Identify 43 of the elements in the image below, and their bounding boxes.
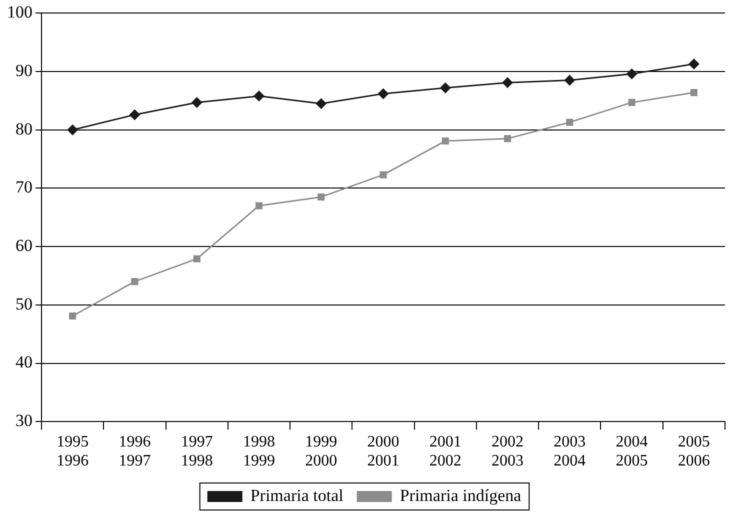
x-tick-label: 2005 2006	[678, 433, 710, 470]
x-tick-label: 2002 2003	[492, 433, 524, 470]
point	[316, 98, 327, 110]
point	[504, 135, 512, 142]
y-tick-label: 80	[16, 119, 32, 138]
y-tick-label: 50	[16, 294, 32, 314]
x-tick-label: 1996 1997	[118, 433, 151, 470]
y-tick-label: 40	[16, 352, 32, 372]
y-tick-label: 30	[16, 411, 32, 430]
point	[69, 312, 76, 320]
legend-label: Primaria total	[250, 486, 344, 505]
point	[628, 98, 636, 106]
point	[191, 96, 202, 108]
point	[253, 90, 264, 102]
x-tick-label: 2000 2001	[367, 433, 400, 470]
x-tick-label: 1998 1999	[242, 433, 275, 470]
point	[378, 88, 389, 100]
legend-label: Primaria indígena	[400, 486, 522, 505]
point	[193, 255, 200, 262]
x-tick-label: 1995 1996	[56, 433, 89, 470]
point	[318, 193, 325, 201]
point	[690, 89, 698, 96]
point	[688, 58, 700, 70]
point	[131, 278, 138, 286]
point	[129, 109, 140, 120]
x-tick-label: 2001 2002	[429, 433, 462, 470]
point	[442, 137, 449, 145]
point	[440, 82, 451, 94]
point	[626, 68, 638, 80]
x-tick-label: 2004 2005	[616, 433, 648, 470]
point	[502, 77, 514, 88]
point	[255, 202, 263, 210]
x-tick-label: 2003 2004	[554, 433, 586, 470]
y-tick-label: 100	[7, 2, 32, 22]
point	[566, 118, 574, 126]
point	[380, 171, 387, 178]
point	[67, 124, 78, 136]
y-tick-label: 70	[16, 178, 32, 197]
y-tick-label: 60	[16, 236, 32, 256]
x-tick-label: 1997 1998	[180, 433, 213, 470]
y-tick-label: 90	[16, 61, 32, 80]
point	[564, 74, 576, 86]
x-tick-label: 1999 2000	[305, 433, 338, 470]
